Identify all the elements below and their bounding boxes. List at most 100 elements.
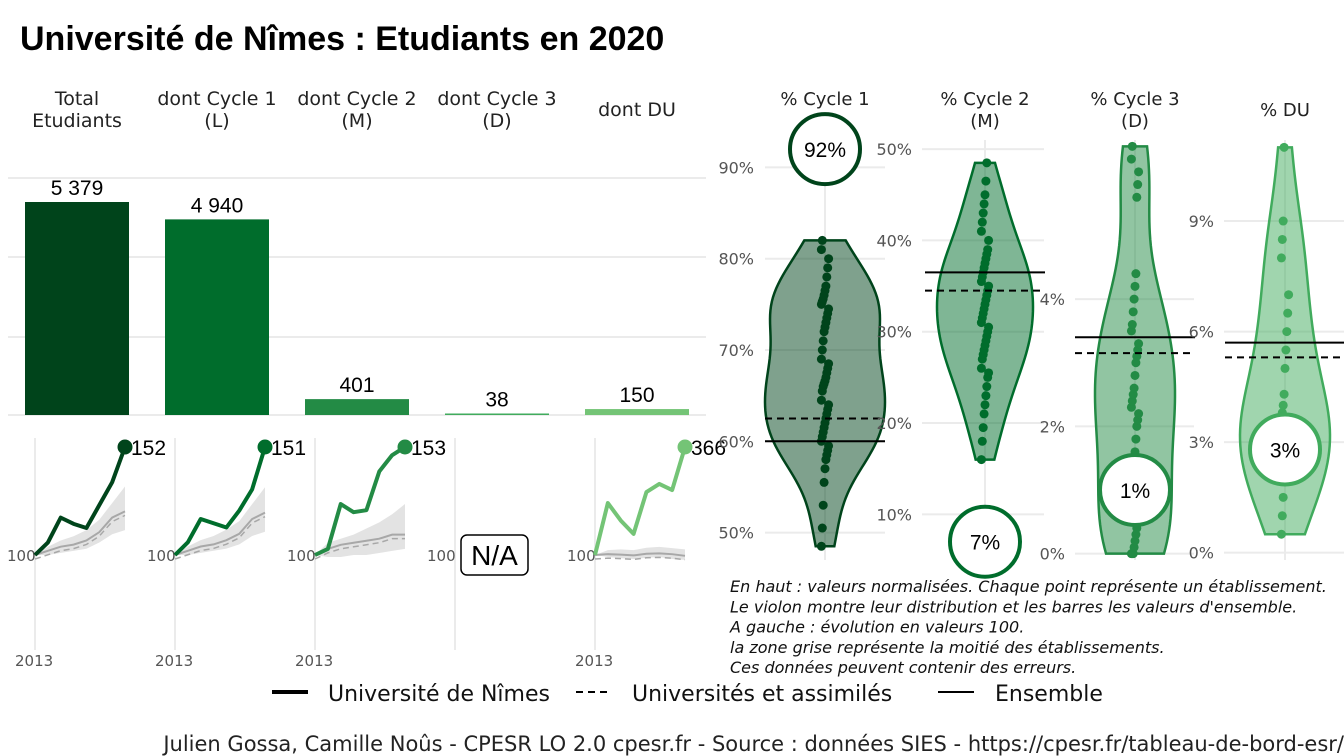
bar-value-label: 38 [485,388,508,411]
year-tick-label: 2013 [155,652,193,670]
establishment-point [1132,192,1142,202]
establishment-point [980,190,990,200]
establishment-point [824,441,834,451]
axis-tick-label: 60% [718,432,754,451]
legend-label: Universités et assimilés [632,682,892,707]
violin-title: % Cycle 2 (M) [940,89,1029,132]
establishment-point [1278,492,1288,502]
end-value-label: 153 [411,437,446,460]
note-line: la zone grise représente la moitié des é… [730,638,1165,657]
establishment-point [1126,154,1136,164]
establishment-point [821,281,831,291]
universities-reference-line [174,515,266,560]
iqr-band [595,546,685,560]
establishment-point [980,400,990,410]
universities-reference-line [34,514,126,560]
end-point [677,439,693,455]
establishment-point [824,304,834,314]
establishment-point [1278,216,1288,226]
establishment-point [1134,167,1144,177]
note-line: En haut : valeurs normalisées. Chaque po… [730,577,1327,596]
category-label: dont DU [598,99,676,121]
base-100-label: 100 [7,547,36,565]
violin-title: % Cycle 3 (D) [1090,89,1179,132]
value-bubble [1248,412,1322,487]
establishment-point [1280,363,1290,373]
bar-chart: 5 379 Total Etudiants 4 940 dont Cycle 1 (L) 4… [8,88,706,416]
establishment-point [976,226,986,236]
reference-line [174,511,266,556]
base-100-label: 100 [287,547,316,565]
establishment-point [1277,234,1287,244]
reference-line [594,552,686,557]
year-tick-label: 2013 [575,652,613,670]
bar [25,202,129,415]
establishment-point [981,176,991,186]
source-caption: Julien Gossa, Camille Noûs - CPESR LO 2.… [161,732,1344,756]
axis-tick-label: 2% [1040,417,1065,436]
legend-label: Université de Nîmes [328,682,550,707]
base-100-label: 100 [147,547,176,565]
violin-panel: % Cycle 3 (D) 0% 2% 4% 1% [1040,89,1195,564]
establishment-point [977,436,987,446]
category-label: dont Cycle 1 (L) [157,88,276,132]
value-bubble-label: 7% [970,532,1000,555]
evolution-panel: 100 2013 366 [567,437,726,670]
iqr-band [315,504,405,558]
bar-value-label: 401 [339,374,374,397]
establishment-point [817,345,827,355]
establishment-point [1134,409,1144,419]
establishment-point [984,368,994,378]
establishment-point [817,235,827,245]
bar [445,413,549,415]
establishment-point [982,382,992,392]
bar-value-label: 150 [619,384,654,407]
evolution-panel: 100 2013 153 [287,437,446,670]
end-point [257,439,273,455]
establishment-point [1283,308,1293,318]
end-value-label: 151 [271,437,306,460]
value-bubble-label: 1% [1120,480,1150,503]
axis-tick-label: 20% [876,414,912,433]
establishment-point [976,363,986,373]
axis-tick-label: 6% [1189,323,1214,342]
establishment-point [820,464,830,474]
establishment-point [819,477,829,487]
axis-tick-label: 80% [718,250,754,269]
establishment-point [1278,400,1288,410]
establishment-point [1279,389,1289,399]
value-bubble [788,112,862,187]
note-line: Ces données peuvent contenir des erreurs… [730,658,1076,677]
establishment-point [979,409,989,419]
reference-line [34,510,126,556]
establishment-point [1284,290,1294,300]
bar [305,399,409,415]
axis-tick-label: 0% [1040,545,1065,564]
legend-label: Ensemble [995,682,1103,707]
establishment-point [818,500,828,510]
establishment-point [1129,383,1139,393]
na-box [460,534,529,576]
year-tick-label: 2013 [295,652,333,670]
bar-value-label: 4 940 [191,194,244,217]
category-label: dont Cycle 2 (M) [297,88,416,132]
evolution-line [314,445,407,557]
establishment-point [822,272,832,282]
na-label: N/A [471,540,518,571]
iqr-band [35,486,125,555]
establishment-point [1127,141,1137,151]
bar [165,219,269,415]
establishment-point [1277,511,1287,521]
establishment-point [1127,320,1137,330]
end-point [117,439,133,455]
bar [585,409,689,415]
legend: Université de Nîmes Universités et assimi… [272,682,1103,707]
evolution-panels: 100 2013 152 100 2013 151 100 2013 153 100 N/A 100 2… [7,437,726,670]
establishment-point [1134,339,1144,349]
establishment-point [818,336,828,346]
establishment-point [816,354,826,364]
end-value-label: 366 [691,437,726,460]
violin-panels: % Cycle 1(L)50%60%70%80%90%92%% Cycle 2(… [718,89,1344,579]
establishment-point [1133,180,1143,190]
establishment-point [816,541,826,551]
